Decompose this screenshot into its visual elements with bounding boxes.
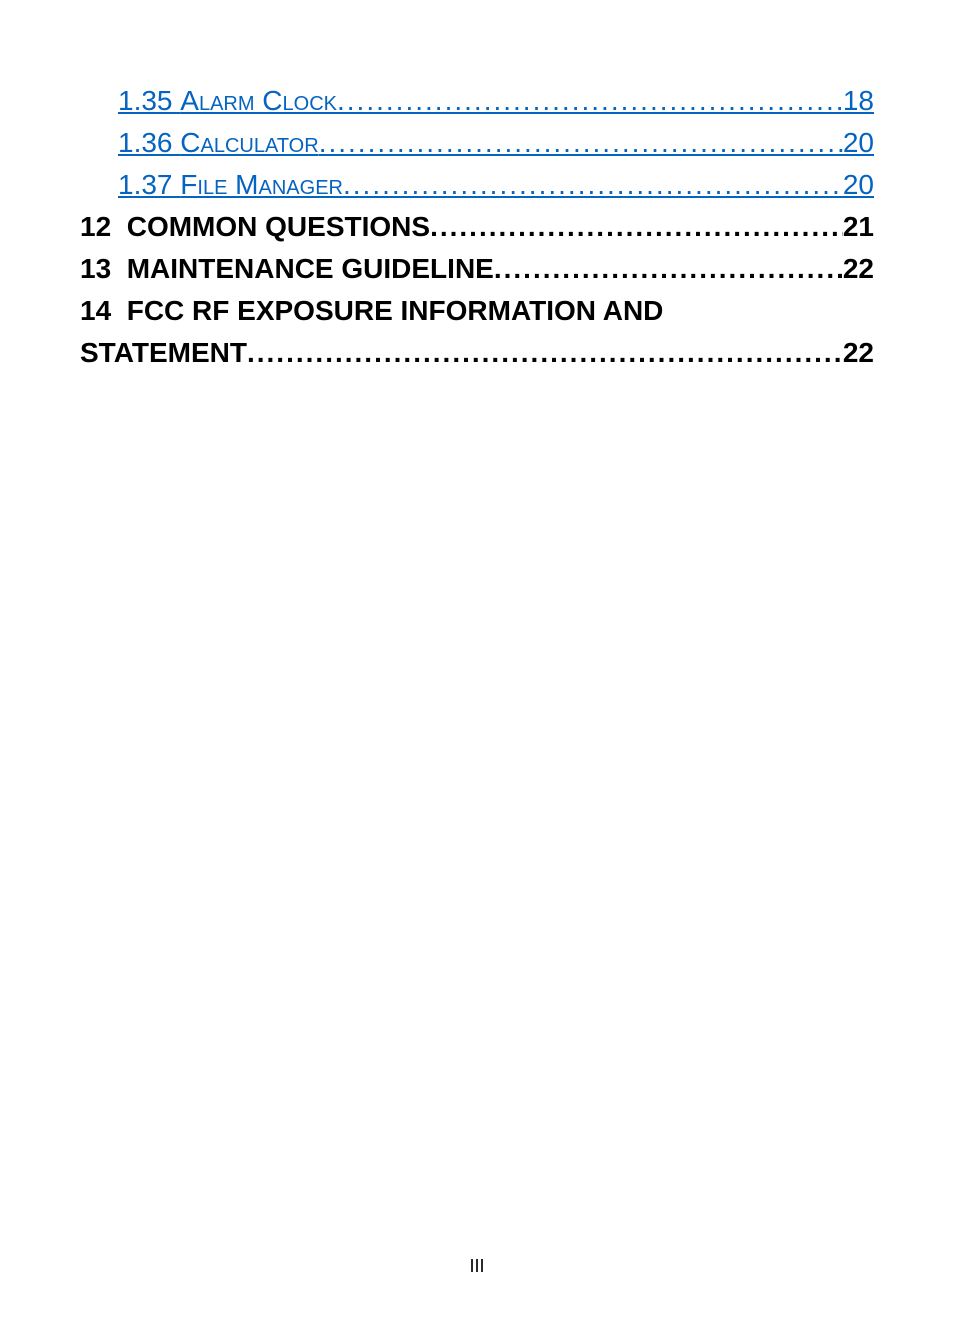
toc-page: 20 bbox=[843, 164, 874, 206]
toc-leader-dots: ........................................… bbox=[343, 164, 843, 206]
toc-page: 22 bbox=[843, 248, 874, 290]
toc-page: 21 bbox=[843, 206, 874, 248]
toc-label: 1.37 File Manager bbox=[118, 164, 343, 206]
toc-leader-dots: ........................................… bbox=[494, 248, 843, 290]
toc-entry-alarm-clock[interactable]: 1.35 Alarm Clock .......................… bbox=[80, 80, 874, 122]
toc-label-line2: STATEMENT bbox=[80, 332, 247, 374]
toc-leader-dots: ........................................… bbox=[247, 332, 843, 374]
toc-leader-dots: ........................................… bbox=[430, 206, 843, 248]
toc-entry-fcc-rf: 14 FCC RF EXPOSURE INFORMATION AND STATE… bbox=[80, 290, 874, 374]
toc-label: 1.36 Calculator bbox=[118, 122, 319, 164]
toc-page: 20 bbox=[843, 122, 874, 164]
toc-page: 22 bbox=[843, 332, 874, 374]
toc-label-line1: 14 FCC RF EXPOSURE INFORMATION AND bbox=[80, 290, 874, 332]
toc-entry-common-questions: 12 COMMON QUESTIONS ....................… bbox=[80, 206, 874, 248]
toc-label: 1.35 Alarm Clock bbox=[118, 80, 337, 122]
toc-label: 12 COMMON QUESTIONS bbox=[80, 206, 430, 248]
page-footer: III bbox=[0, 1256, 954, 1277]
table-of-contents: 1.35 Alarm Clock .......................… bbox=[80, 80, 874, 374]
toc-page: 18 bbox=[843, 80, 874, 122]
toc-entry-calculator[interactable]: 1.36 Calculator ........................… bbox=[80, 122, 874, 164]
page-number: III bbox=[469, 1256, 484, 1276]
toc-leader-dots: ........................................… bbox=[337, 80, 843, 122]
toc-entry-file-manager[interactable]: 1.37 File Manager ......................… bbox=[80, 164, 874, 206]
toc-leader-dots: ........................................… bbox=[319, 122, 843, 164]
toc-label: 13 MAINTENANCE GUIDELINE bbox=[80, 248, 494, 290]
toc-entry-maintenance-guideline: 13 MAINTENANCE GUIDELINE ...............… bbox=[80, 248, 874, 290]
